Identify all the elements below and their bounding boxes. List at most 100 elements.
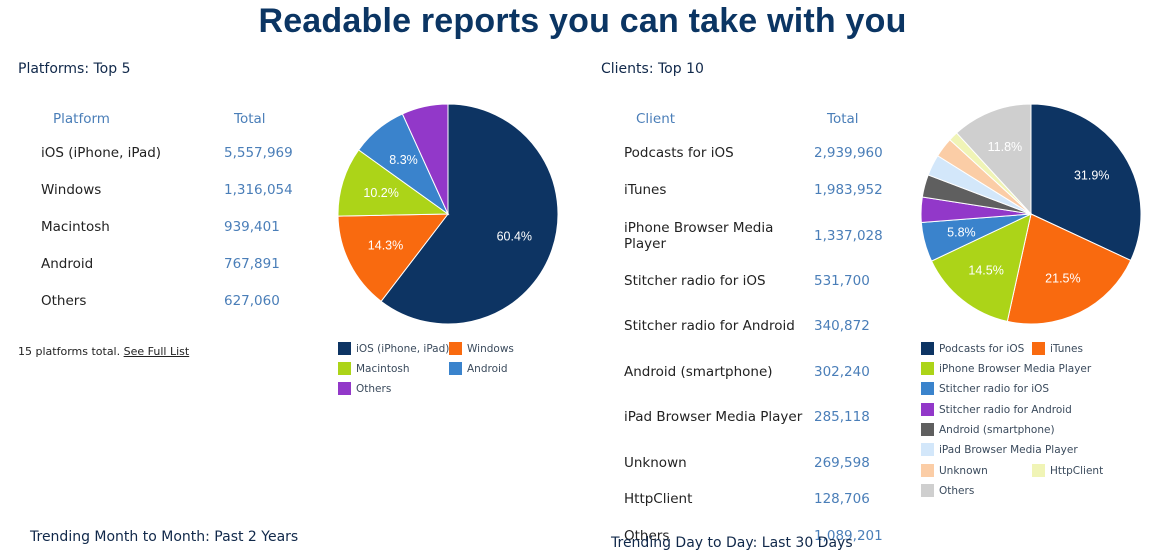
row-total-cell: 531,700 (814, 272, 870, 289)
row-name-cell: iPhone Browser Media Player (624, 219, 774, 252)
row-name-cell: Others (624, 528, 670, 545)
legend-item: Podcasts for iOS (921, 342, 1024, 355)
table-header-row: Platform Total (41, 102, 334, 135)
row-total-cell: 1,983,952 (814, 182, 883, 199)
row-name-cell: iPad Browser Media Player (624, 409, 803, 426)
row-total-cell: 5,557,969 (224, 145, 293, 162)
table-row: iPhone Browser Media Player 1,337,028 (624, 209, 927, 263)
table-row: Macintosh 939,401 (41, 209, 334, 246)
legend-swatch (1032, 464, 1045, 477)
table-row: iOS (iPhone, iPad) 5,557,969 (41, 135, 334, 172)
legend-label: Stitcher radio for Android (939, 403, 1072, 416)
row-name-cell: Unknown (624, 454, 687, 471)
row-total-cell: 285,118 (814, 409, 870, 426)
row-total-cell: 627,060 (224, 292, 280, 309)
see-full-list-link[interactable]: See Full List (123, 345, 190, 358)
legend-label: iOS (iPhone, iPad) (356, 342, 450, 355)
legend-swatch (921, 423, 934, 436)
legend-swatch (921, 342, 934, 355)
legend-label: Android (smartphone) (939, 423, 1055, 436)
pie-slice-label: 14.3% (368, 239, 403, 253)
row-total-cell: 939,401 (224, 218, 280, 235)
table-row: Stitcher radio for iOS 531,700 (624, 263, 927, 300)
pie-slice-label: 8.3% (389, 153, 418, 167)
row-name-cell: Stitcher radio for iOS (624, 272, 766, 289)
row-name-cell: Macintosh (41, 218, 110, 235)
pie-slice-label: 21.5% (1045, 272, 1080, 286)
pie-slice-label: 60.4% (497, 229, 532, 243)
row-name-cell: iTunes (624, 182, 667, 199)
table-row: Stitcher radio for Android 340,872 (624, 299, 927, 353)
row-total-cell: 269,598 (814, 454, 870, 471)
pie-slice (401, 103, 449, 215)
pie-slice-label: 10.2% (363, 186, 398, 200)
legend-swatch (449, 362, 462, 375)
platforms-table-body: iOS (iPhone, iPad) 5,557,969 Windows 1,316,… (41, 135, 334, 319)
table-row: Android (smartphone) 302,240 (624, 353, 927, 390)
table-row: iTunes 1,983,952 (624, 172, 927, 209)
legend-swatch (338, 342, 351, 355)
platforms-pie-chart: 60.4% 14.3% 10.2% 8.3% (337, 103, 559, 325)
legend-item: iPhone Browser Media Player (921, 362, 1091, 375)
row-name-cell: Android (smartphone) (624, 363, 773, 380)
row-total-cell: 767,891 (224, 255, 280, 272)
total-column-header: Total (234, 110, 266, 127)
pie-slice (337, 149, 450, 217)
pie-slice (1030, 103, 1142, 262)
row-name-cell: Podcasts for iOS (624, 145, 734, 162)
trending-day-title: Trending Day to Day: Last 30 Days (611, 535, 853, 551)
row-total-cell: 128,706 (814, 491, 870, 508)
table-row: Others 1,089,201 (624, 518, 927, 555)
legend-item: HttpClient (1032, 464, 1103, 477)
pie-slice-label: 5.8% (947, 225, 976, 239)
legend-item: iPad Browser Media Player (921, 443, 1078, 456)
row-name-cell: Stitcher radio for Android (624, 318, 795, 335)
row-name-cell: Android (41, 255, 94, 272)
legend-label: iPad Browser Media Player (939, 443, 1078, 456)
legend-swatch (338, 382, 351, 395)
legend-item: iTunes (1032, 342, 1083, 355)
row-total-cell: 2,939,960 (814, 145, 883, 162)
platforms-legend: iOS (iPhone, iPad) Windows Macintosh Androi… (338, 342, 578, 407)
legend-item: Others (921, 484, 974, 497)
legend-label: Unknown (939, 464, 988, 477)
row-name-cell: HttpClient (624, 491, 693, 508)
legend-swatch (1032, 342, 1045, 355)
page-title: Readable reports you can take with you (258, 2, 907, 40)
legend-label: Podcasts for iOS (939, 342, 1025, 355)
legend-swatch (921, 464, 934, 477)
legend-label: Macintosh (356, 362, 410, 375)
table-row: HttpClient 128,706 (624, 481, 927, 518)
clients-pie-chart: 31.9% 21.5% 14.5% 5.8% 11.8% (920, 103, 1142, 325)
platforms-footnote: 15 platforms total. See Full List (18, 345, 189, 358)
table-row: Unknown 269,598 (624, 444, 927, 481)
clients-legend: Podcasts for iOS iTunes iPhone Browser Med… (921, 342, 1151, 502)
legend-swatch (921, 403, 934, 416)
row-total-cell: 302,240 (814, 363, 870, 380)
legend-swatch (921, 362, 934, 375)
legend-label: iTunes (1050, 342, 1083, 355)
legend-label: HttpClient (1050, 464, 1104, 477)
row-name-cell: Others (41, 292, 87, 309)
pie-slice (930, 213, 1032, 323)
legend-item: Macintosh (338, 362, 410, 375)
legend-swatch (921, 484, 934, 497)
legend-swatch (338, 362, 351, 375)
pie-slice (380, 103, 559, 325)
legend-swatch (921, 382, 934, 395)
legend-swatch (921, 443, 934, 456)
legend-item: Android (449, 362, 508, 375)
table-row: Windows 1,316,054 (41, 172, 334, 209)
legend-item: Others (338, 382, 391, 395)
clients-table-body: Podcasts for iOS 2,939,960 iTunes 1,983,952… (624, 135, 927, 555)
pie-slice (1006, 213, 1132, 325)
pie-slice (955, 103, 1032, 216)
pie-slice-label: 11.8% (988, 140, 1023, 154)
total-column-header: Total (827, 110, 859, 127)
legend-item: Stitcher radio for iOS (921, 382, 1049, 395)
row-total-cell: 1,089,201 (814, 528, 883, 545)
legend-item: Windows (449, 342, 514, 355)
legend-item: Android (smartphone) (921, 423, 1055, 436)
platforms-section-title: Platforms: Top 5 (18, 61, 131, 77)
pie-slice (337, 213, 450, 303)
